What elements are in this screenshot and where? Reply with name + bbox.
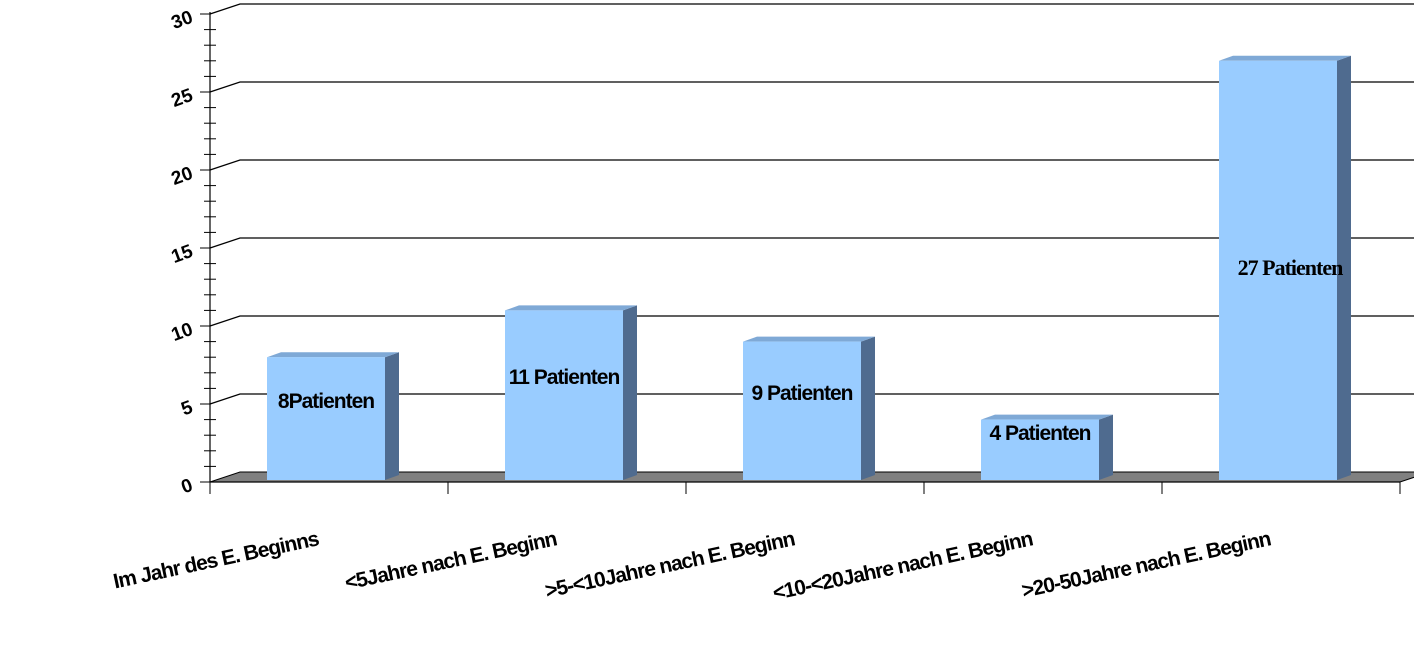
data-label: 11 Patienten [509,366,620,389]
bar-front-face [743,341,861,480]
bar-side-face [861,336,875,480]
x-category-label: >20-50Jahre nach E. Beginn [1020,527,1273,602]
bar [267,352,399,480]
y-tick-label: 15 [169,241,196,268]
data-label: 9 Patienten [751,382,852,405]
x-category-label: Im Jahr des E. Beginns [111,527,321,593]
bar-side-face [385,352,399,480]
bar [743,336,875,480]
gridline [209,315,1414,327]
bar-front-face [505,310,623,480]
bar [981,414,1113,480]
bar-front-face [1219,60,1337,481]
bars [267,55,1351,481]
bar-top-face [505,305,637,311]
gridlines [209,3,1414,405]
bar-front-face [267,357,385,480]
gridline [209,3,1414,15]
bar [1219,55,1351,481]
gridline [209,159,1414,171]
y-tick-label: 10 [169,319,196,346]
bar-top-face [743,336,875,342]
bar-side-face [1337,55,1351,481]
x-category-label: <5Jahre nach E. Beginn [343,527,559,594]
x-category-label: <10-<20Jahre nach E. Beginn [771,527,1035,605]
bar-side-face [1099,414,1113,480]
data-label: 4 Patienten [989,422,1090,445]
gridline [209,237,1414,249]
data-label: 8Patienten [278,390,374,413]
y-tick-label: 25 [169,85,196,112]
data-label: 27 Patienten [1238,255,1343,280]
bar-side-face [623,305,637,480]
gridline [209,81,1414,93]
gridline [209,393,1414,405]
x-category-label: >5-<10Jahre nach E. Beginn [543,527,797,602]
bar-top-face [1219,55,1351,61]
bar-top-face [267,352,399,358]
bar-top-face [981,414,1113,420]
bar [505,305,637,480]
y-tick-label: 30 [169,7,196,34]
y-tick-label: 20 [169,163,196,190]
y-tick-label: 0 [179,475,196,498]
labels: 0 5 10 15 20 25 30 8Patienten 11 Patienten 9 Pati… [111,7,1344,605]
bar-front-face [981,419,1099,480]
y-tick-label: 5 [179,397,197,420]
axes [200,12,1401,494]
